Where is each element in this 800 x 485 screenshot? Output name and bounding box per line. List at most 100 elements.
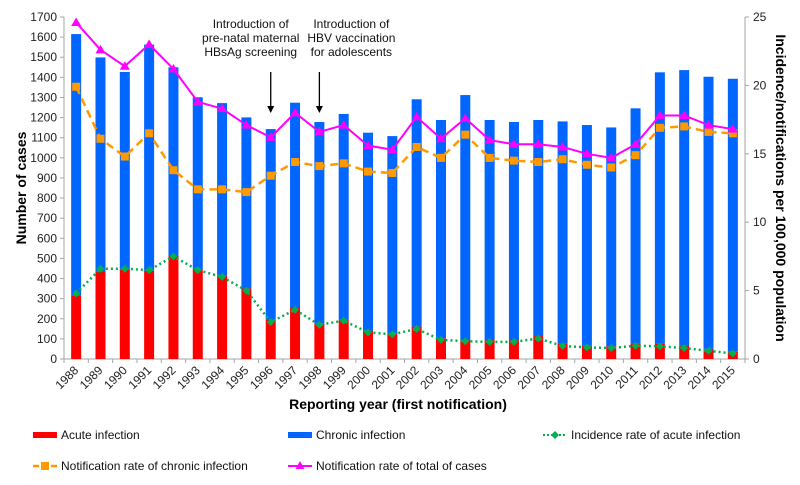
annotation-arrow-head — [315, 106, 323, 113]
y-tick-label: 1000 — [30, 151, 57, 165]
marker-total-notification — [217, 103, 228, 113]
y-tick-label: 1400 — [30, 70, 57, 84]
y-tick-label: 100 — [37, 332, 57, 346]
bar-chronic-infection — [387, 136, 398, 334]
marker-acute-incidence — [193, 266, 202, 275]
marker-total-notification — [508, 139, 519, 148]
marker-acute-incidence — [631, 341, 640, 350]
marker-total-notification — [411, 111, 422, 121]
marker-acute-incidence — [388, 330, 397, 339]
marker-acute-incidence — [339, 316, 348, 325]
marker-chronic-notification — [436, 153, 445, 162]
bar-chronic-infection — [144, 44, 155, 271]
bar-acute-infection — [168, 255, 179, 359]
marker-chronic-notification — [72, 82, 81, 91]
marker-acute-incidence — [364, 328, 373, 337]
marker-chronic-notification — [461, 130, 470, 139]
marker-total-notification — [241, 120, 252, 129]
bar-acute-infection — [241, 288, 252, 359]
y2-tick-label: 0 — [753, 352, 760, 366]
marker-chronic-notification — [412, 142, 421, 151]
bar-chronic-infection — [411, 99, 422, 327]
marker-chronic-notification — [631, 151, 640, 160]
bar-acute-infection — [338, 319, 349, 359]
marker-total-notification — [727, 124, 738, 133]
x-tick-label: 1991 — [125, 363, 154, 392]
y-tick-label: 700 — [37, 211, 57, 225]
legend-swatch-chronic — [288, 432, 312, 438]
legend-chronic-infection: Chronic infection — [288, 428, 405, 442]
x-tick-label: 2010 — [588, 363, 617, 392]
bar-chronic-infection — [679, 70, 690, 346]
legend-marker-diamond — [551, 431, 559, 439]
marker-acute-incidence — [607, 344, 616, 353]
bar-acute-infection — [192, 269, 203, 359]
bar-chronic-infection — [630, 108, 641, 344]
bar-acute-infection — [484, 340, 495, 359]
x-tick-label: 2001 — [369, 363, 398, 392]
x-tick-label: 2007 — [515, 363, 544, 392]
legend-acute-infection: Acute infection — [33, 428, 140, 442]
marker-total-notification — [314, 126, 325, 136]
x-tick-label: 1992 — [150, 363, 179, 392]
x-tick-label: 1996 — [247, 363, 276, 392]
marker-acute-incidence — [509, 337, 518, 346]
marker-total-notification — [630, 139, 641, 148]
annotation-text: for adolescents — [311, 45, 392, 59]
marker-chronic-notification — [534, 158, 543, 167]
annotation-arrow-head — [267, 106, 275, 113]
bar-acute-infection — [654, 343, 665, 359]
bar-chronic-infection — [581, 125, 592, 346]
bar-chronic-infection — [241, 117, 252, 289]
bar-chronic-infection — [654, 72, 665, 344]
bar-chronic-infection — [119, 71, 130, 270]
bar-chronic-infection — [71, 34, 82, 296]
marker-acute-incidence — [461, 337, 470, 346]
bar-acute-infection — [508, 340, 519, 359]
marker-acute-incidence — [218, 272, 227, 281]
marker-total-notification — [338, 120, 349, 129]
series-line-notification-rate-of-total-of-cases — [75, 21, 734, 159]
x-tick-label: 2005 — [466, 363, 495, 392]
marker-total-notification — [71, 17, 82, 26]
legend-label-acute: Acute infection — [61, 428, 140, 442]
marker-chronic-notification — [728, 129, 737, 138]
marker-chronic-notification — [364, 167, 373, 176]
x-tick-label: 1993 — [174, 363, 203, 392]
x-tick-label: 2004 — [442, 363, 471, 392]
y2-axis-title: Incidence/notifications per 100,000 popu… — [773, 34, 789, 341]
marker-acute-incidence — [96, 264, 105, 273]
marker-acute-incidence — [655, 342, 664, 351]
marker-acute-incidence — [120, 264, 129, 273]
bar-acute-infection — [533, 336, 544, 359]
marker-chronic-notification — [655, 123, 664, 132]
lines — [71, 17, 738, 358]
y-tick-label: 200 — [37, 312, 57, 326]
y-tick-label: 1700 — [30, 10, 57, 24]
marker-total-notification — [387, 144, 398, 154]
bar-acute-infection — [679, 345, 690, 359]
x-tick-label: 1989 — [77, 363, 106, 392]
y-tick-label: 500 — [37, 251, 57, 265]
y-tick-label: 1100 — [31, 131, 57, 145]
legend-label-chronic-notification: Notification rate of chronic infection — [61, 459, 248, 473]
bar-chronic-infection — [508, 122, 519, 341]
legend-marker-triangle — [295, 461, 305, 469]
marker-total-notification — [144, 39, 155, 48]
bar-chronic-infection — [290, 102, 301, 308]
x-tick-label: 1988 — [53, 363, 82, 392]
marker-chronic-notification — [218, 185, 227, 194]
marker-chronic-notification — [291, 158, 300, 167]
bar-chronic-infection — [606, 127, 617, 347]
x-tick-label: 1998 — [296, 363, 325, 392]
x-tick-label: 2015 — [709, 363, 738, 392]
bar-acute-infection — [119, 269, 130, 359]
marker-chronic-notification — [607, 163, 616, 172]
marker-total-notification — [533, 139, 544, 148]
bar-acute-infection — [581, 345, 592, 359]
bar-chronic-infection — [460, 95, 471, 341]
bar-acute-infection — [95, 271, 106, 359]
bar-acute-infection — [387, 333, 398, 359]
